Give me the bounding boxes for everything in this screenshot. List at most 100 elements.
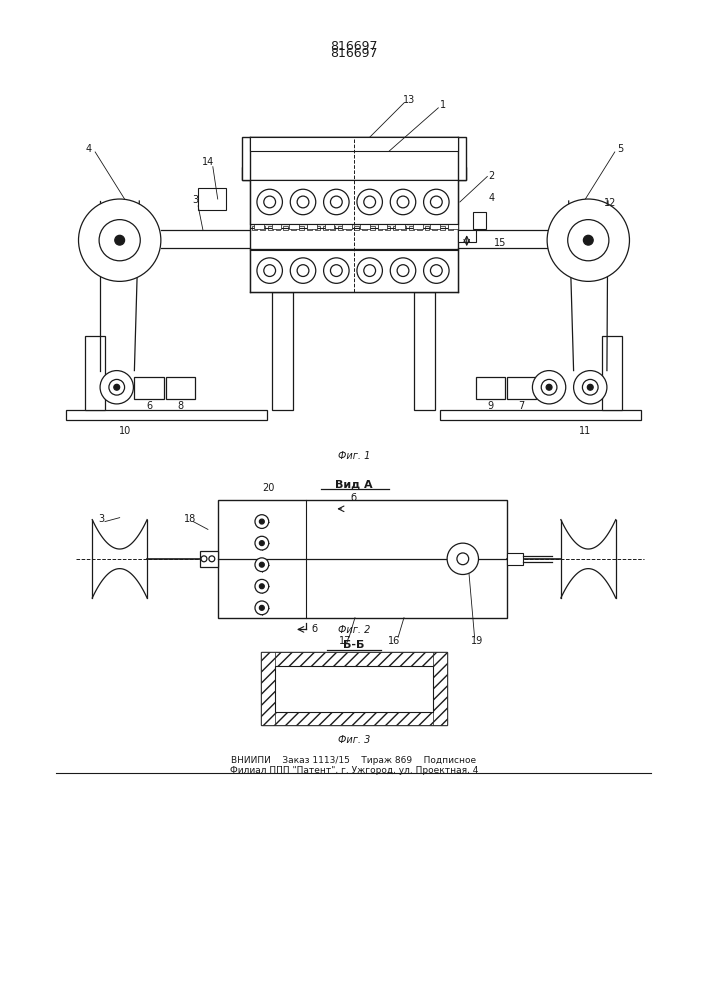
Text: 13: 13 xyxy=(403,95,415,105)
Text: 19: 19 xyxy=(472,636,484,646)
Circle shape xyxy=(209,556,215,562)
Circle shape xyxy=(115,235,124,245)
Circle shape xyxy=(364,265,375,276)
Bar xyxy=(260,226,265,230)
Bar xyxy=(339,226,343,230)
Circle shape xyxy=(397,265,409,276)
Circle shape xyxy=(324,189,349,215)
Text: 9: 9 xyxy=(487,401,493,411)
Bar xyxy=(385,226,390,230)
Text: 17: 17 xyxy=(339,636,351,646)
Text: 8: 8 xyxy=(177,401,184,411)
Text: 6: 6 xyxy=(146,401,152,411)
Bar xyxy=(315,226,320,230)
Bar xyxy=(254,224,264,229)
Bar xyxy=(448,226,453,230)
Bar xyxy=(330,226,335,230)
Bar xyxy=(268,226,273,230)
Bar xyxy=(370,226,375,230)
Bar xyxy=(414,292,436,410)
Circle shape xyxy=(573,371,607,404)
Bar xyxy=(243,137,466,180)
Circle shape xyxy=(364,196,375,208)
Bar xyxy=(507,377,537,399)
Bar xyxy=(261,652,274,725)
Bar xyxy=(458,230,476,242)
Circle shape xyxy=(447,543,479,575)
Text: 1: 1 xyxy=(440,100,446,110)
Text: 18: 18 xyxy=(184,514,197,524)
Circle shape xyxy=(255,536,269,550)
Bar xyxy=(274,666,433,712)
Bar xyxy=(284,226,288,230)
Bar xyxy=(289,224,299,229)
Text: 12: 12 xyxy=(604,198,616,208)
Bar xyxy=(271,224,281,229)
Circle shape xyxy=(431,196,442,208)
Circle shape xyxy=(255,601,269,615)
Circle shape xyxy=(291,189,316,215)
Circle shape xyxy=(324,258,349,283)
Bar xyxy=(431,224,440,229)
Circle shape xyxy=(583,235,593,245)
Circle shape xyxy=(257,258,282,283)
Bar xyxy=(448,224,458,229)
Bar xyxy=(472,212,486,229)
Bar xyxy=(322,226,327,230)
Circle shape xyxy=(297,265,309,276)
Bar xyxy=(250,137,458,151)
Bar xyxy=(378,224,387,229)
Text: Вид А: Вид А xyxy=(335,479,373,489)
Text: Филиал ППП "Патент", г. Ужгород, ул. Проектная, 4: Филиал ППП "Патент", г. Ужгород, ул. Про… xyxy=(230,766,478,775)
Bar xyxy=(86,336,105,410)
Text: 11: 11 xyxy=(579,426,592,436)
Circle shape xyxy=(78,199,161,281)
Text: б: б xyxy=(350,493,356,503)
Circle shape xyxy=(423,189,449,215)
Bar xyxy=(476,377,505,399)
Circle shape xyxy=(330,265,342,276)
Bar xyxy=(243,167,466,180)
Circle shape xyxy=(259,584,264,589)
Bar xyxy=(291,226,296,230)
Bar xyxy=(250,249,458,292)
Text: 4: 4 xyxy=(86,144,91,154)
Bar xyxy=(261,652,447,666)
Bar xyxy=(198,188,226,210)
Bar xyxy=(507,553,522,565)
Bar xyxy=(325,224,334,229)
Circle shape xyxy=(390,189,416,215)
Text: Фиг. 1: Фиг. 1 xyxy=(338,451,370,461)
Bar xyxy=(165,377,195,399)
Circle shape xyxy=(259,519,264,524)
Circle shape xyxy=(297,196,309,208)
Circle shape xyxy=(546,384,552,390)
Text: 15: 15 xyxy=(494,238,506,248)
Bar xyxy=(261,652,447,725)
Bar xyxy=(440,226,445,230)
Circle shape xyxy=(583,379,598,395)
Text: 3: 3 xyxy=(98,514,104,524)
Circle shape xyxy=(259,541,264,546)
Bar xyxy=(413,224,423,229)
Circle shape xyxy=(201,556,207,562)
Bar xyxy=(360,224,370,229)
Text: 816697: 816697 xyxy=(330,47,378,60)
Text: 2: 2 xyxy=(488,171,494,181)
Bar xyxy=(433,226,438,230)
Circle shape xyxy=(588,384,593,390)
Bar xyxy=(440,410,641,420)
Circle shape xyxy=(255,515,269,528)
Circle shape xyxy=(99,220,140,261)
Circle shape xyxy=(532,371,566,404)
Circle shape xyxy=(357,189,382,215)
Bar xyxy=(271,292,293,410)
Bar xyxy=(134,377,164,399)
Circle shape xyxy=(255,558,269,572)
Bar xyxy=(346,226,351,230)
Bar xyxy=(401,226,406,230)
Text: 3: 3 xyxy=(192,195,198,205)
Bar xyxy=(354,226,359,230)
Bar xyxy=(425,226,429,230)
Bar xyxy=(299,226,304,230)
